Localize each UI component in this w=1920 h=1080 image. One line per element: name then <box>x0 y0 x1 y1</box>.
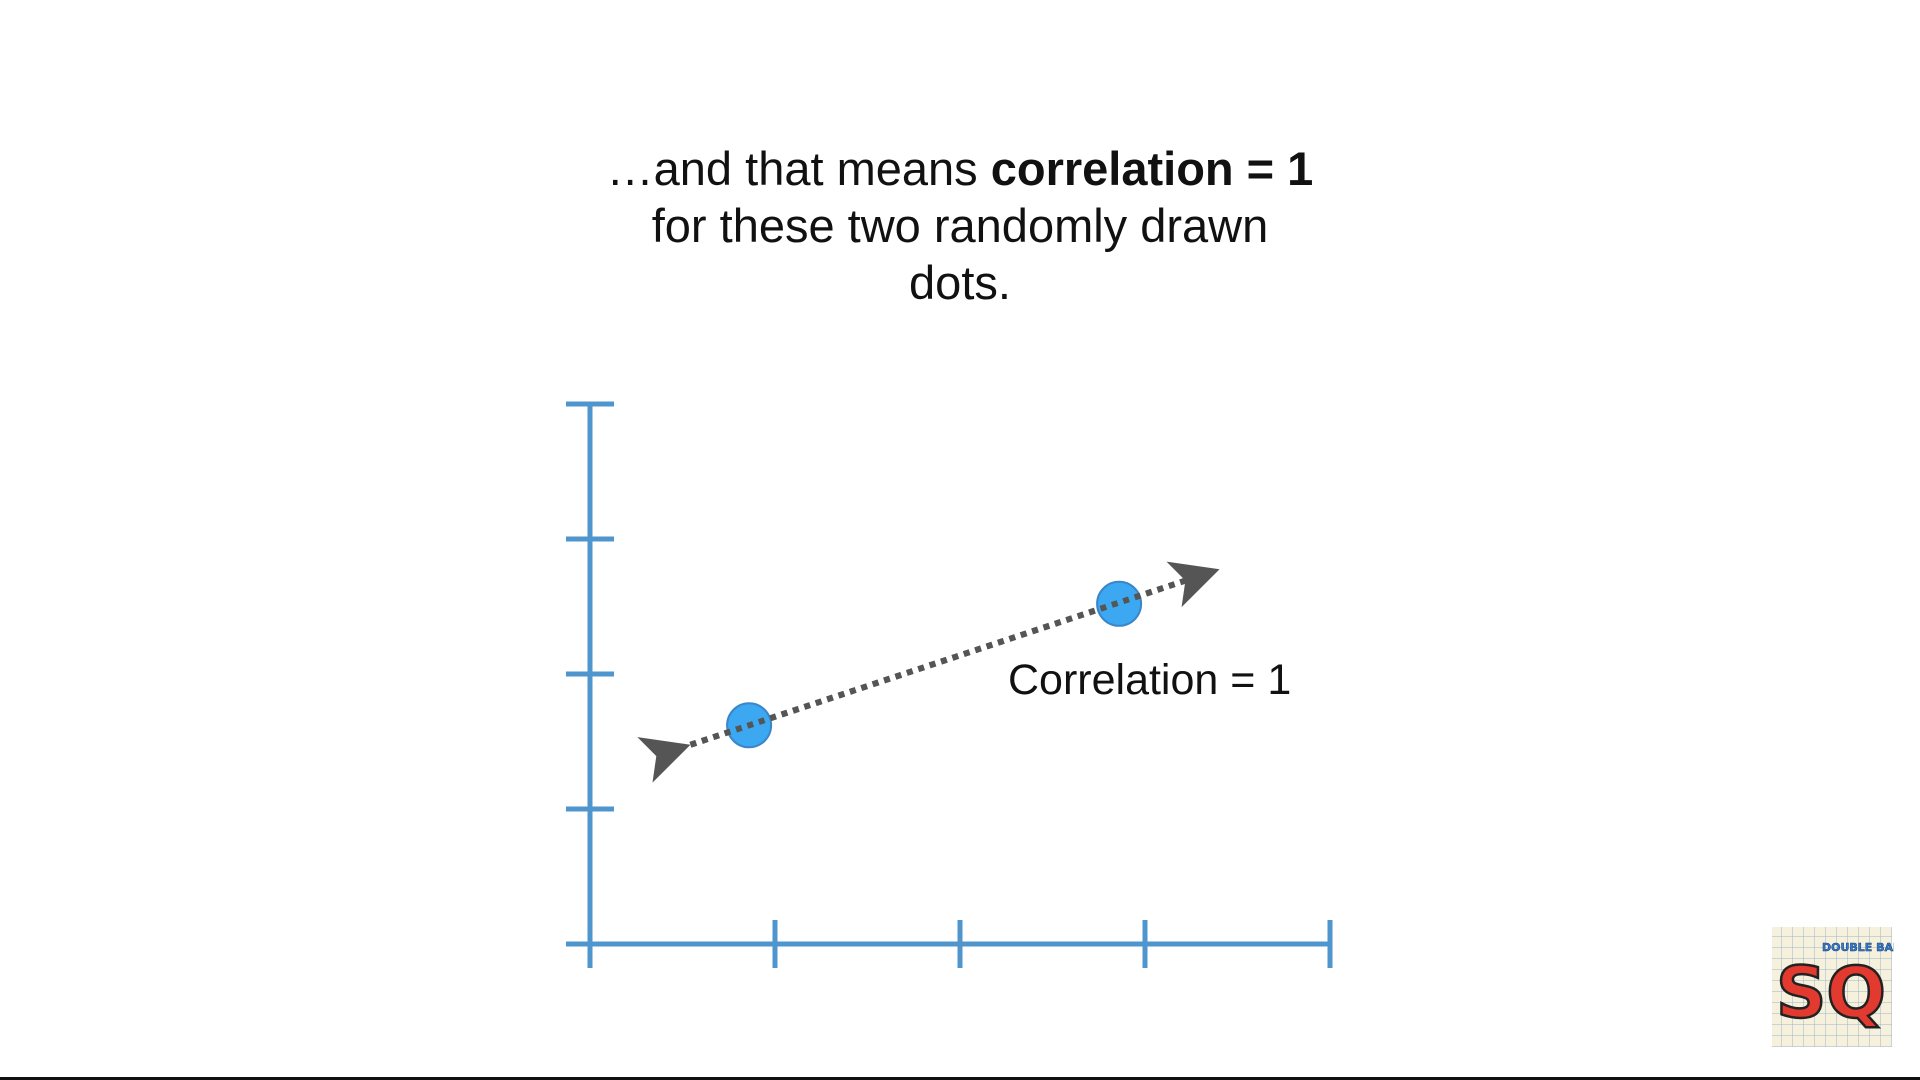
points <box>666 573 1198 756</box>
data-point <box>1096 580 1143 627</box>
caption-bold: correlation = 1 <box>990 142 1314 195</box>
caption: …and that means correlation = 1 for thes… <box>560 140 1360 311</box>
logo-badge-text: DOUBLE BAM!! <box>1822 941 1894 954</box>
ticks <box>566 401 1333 968</box>
logo-text: SQ! <box>1776 952 1894 1034</box>
caption-line-2: for these two randomly drawn <box>651 199 1269 252</box>
caption-prefix: …and that means <box>606 142 991 195</box>
axes <box>566 404 1330 968</box>
caption-line-3: dots. <box>909 256 1011 309</box>
logo-grid <box>1772 927 1892 1047</box>
fit-line-overlay <box>666 573 1198 756</box>
caption-line-1: …and that means correlation = 1 <box>560 140 1360 197</box>
sq-logo: SQ! DOUBLE BAM!! <box>1772 927 1894 1047</box>
correlation-annotation: Correlation = 1 <box>1008 656 1291 704</box>
bottom-bar <box>0 1077 1920 1080</box>
